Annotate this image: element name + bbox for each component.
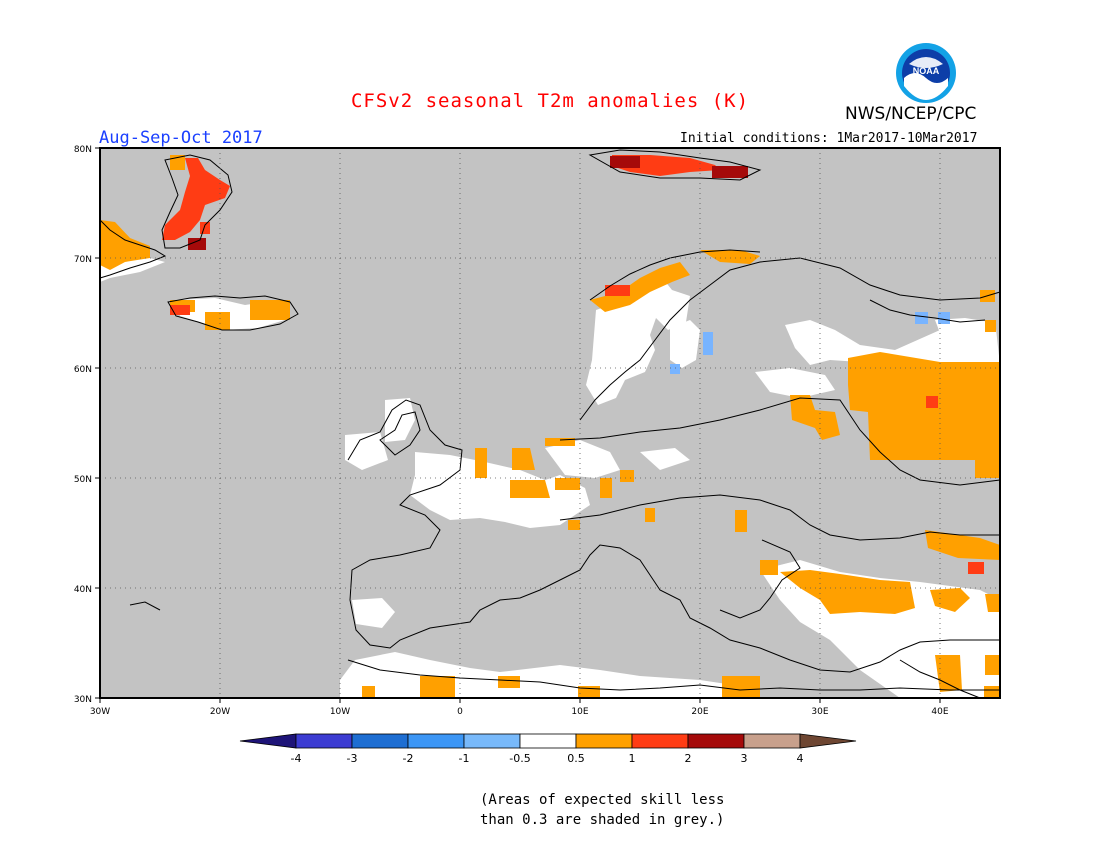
y-tick-label: 80N	[74, 145, 92, 155]
colorbar-label: -1	[459, 752, 470, 765]
colorbar-swatch	[519, 733, 577, 749]
colorbar-label: 0.5	[567, 752, 585, 765]
colorbar-swatch	[687, 733, 745, 749]
colorbar: -4 -3 -2 -1 -0.5 0.5 1 2 3 4	[239, 733, 857, 765]
map-title: CFSv2 seasonal T2m anomalies (K)	[350, 90, 750, 112]
colorbar-arrow-high	[799, 733, 857, 749]
colorbar-swatch	[295, 733, 353, 749]
colorbar-label: -0.5	[509, 752, 530, 765]
anomaly-map: 80N 70N 60N 50N 40N 30N 30W 20W 10W 0 10…	[74, 145, 1001, 717]
x-tick-label: 0	[457, 707, 463, 717]
colorbar-swatch	[463, 733, 521, 749]
colorbar-arrow-low	[239, 733, 297, 749]
colorbar-label: -2	[403, 752, 414, 765]
colorbar-label: 2	[685, 752, 692, 765]
x-tick-label: 30W	[90, 707, 110, 717]
map-frame	[99, 147, 1001, 699]
colorbar-swatch	[407, 733, 465, 749]
colorbar-swatch	[743, 733, 801, 749]
x-axis	[99, 698, 941, 703]
colorbar-swatch	[631, 733, 689, 749]
y-tick-label: 30N	[74, 695, 92, 705]
noaa-logo-text: NOAA	[913, 66, 940, 76]
colorbar-swatch	[575, 733, 633, 749]
x-tick-label: 30E	[811, 707, 828, 717]
colorbar-label: 1	[629, 752, 636, 765]
colorbar-swatch	[351, 733, 409, 749]
x-tick-label: 20W	[210, 707, 230, 717]
colorbar-label: 3	[741, 752, 748, 765]
colorbar-label: -3	[347, 752, 358, 765]
y-axis	[95, 147, 100, 699]
y-tick-label: 50N	[74, 475, 92, 485]
y-tick-label: 60N	[74, 365, 92, 375]
skill-note-line: (Areas of expected skill less	[480, 792, 725, 808]
skill-note-line: than 0.3 are shaded in grey.)	[480, 812, 725, 828]
forecast-period: Aug-Sep-Oct 2017	[99, 128, 263, 148]
colorbar-label: 4	[797, 752, 804, 765]
cool-anomaly-regions	[670, 312, 950, 374]
y-tick-label: 40N	[74, 585, 92, 595]
agency-label: NWS/NCEP/CPC	[845, 104, 977, 124]
x-tick-label: 10W	[330, 707, 350, 717]
x-tick-label: 20E	[691, 707, 708, 717]
very-strong-warm-anomaly-regions	[188, 156, 748, 250]
noaa-logo: NOAA	[896, 43, 956, 103]
colorbar-label: -4	[291, 752, 302, 765]
x-tick-label: 10E	[571, 707, 588, 717]
x-tick-label: 40E	[931, 707, 948, 717]
warm-anomaly-regions	[100, 155, 1000, 698]
lat-lon-grid	[100, 148, 1000, 698]
skill-note: (Areas of expected skill less than 0.3 a…	[480, 790, 724, 830]
initial-conditions: Initial conditions: 1Mar2017-10Mar2017	[680, 131, 978, 146]
y-tick-label: 70N	[74, 255, 92, 265]
